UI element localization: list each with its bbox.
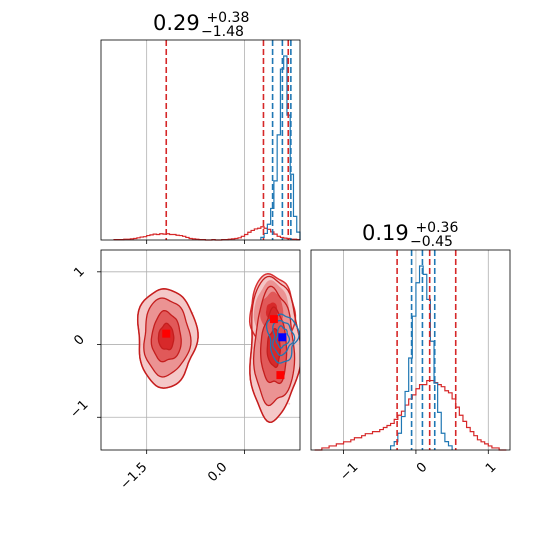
joint-plot-area	[101, 250, 300, 450]
param2-title-lower-text: −0.45	[410, 234, 453, 250]
red-contour-line-right-2	[259, 306, 288, 385]
tick-label-y2-2: 1	[71, 264, 87, 280]
param1-title-lower: −1.48	[201, 24, 244, 40]
red-marker-1	[269, 315, 278, 324]
joint-param1-param2-panel	[97, 249, 301, 454]
blue-contour-line-0	[265, 313, 300, 364]
param2-y-tick-labels: −1 0 1	[67, 264, 91, 421]
param1-title-lower-text: −1.48	[201, 24, 244, 40]
blue-contour-line-1	[272, 319, 296, 357]
tick-label-y2-0: −1	[67, 397, 91, 421]
param1-x-tick-labels: −1.5 0.0	[118, 460, 231, 493]
param1-title: 0.29 +0.38	[153, 10, 249, 35]
tick-label-x1-0: −1.5	[118, 460, 151, 493]
red-contour-line-right-0	[249, 275, 300, 423]
hist-param2-series-red	[314, 379, 507, 451]
red-contour-line-left-1	[143, 297, 192, 378]
param2-x-tick-labels: −1 0 1	[337, 460, 499, 484]
param2-title: 0.19 +0.36	[362, 220, 458, 245]
param2-title-median: 0.19	[362, 221, 409, 245]
tick-label-x2-1: 0	[414, 460, 430, 476]
blue-contour-line-2	[275, 325, 291, 349]
scatter-point	[288, 402, 291, 405]
blue-marker-0	[278, 333, 287, 342]
hist-param2-panel	[310, 249, 511, 454]
param2-title-lower: −0.45	[410, 234, 453, 250]
param2-title-upper: +0.36	[415, 220, 458, 236]
tick-label-x2-0: −1	[337, 460, 361, 484]
hist-param2-frame	[310, 249, 511, 451]
hist-param2-series-blue	[390, 265, 453, 450]
red-contour-line-left-3	[157, 322, 175, 351]
hist-param1-panel	[100, 39, 301, 244]
hist-param1-frame	[100, 39, 301, 241]
red-contour-line-right-1	[252, 285, 296, 407]
tick-label-y2-1: 0	[71, 332, 87, 348]
red-contour-line-left-2	[150, 309, 182, 363]
param1-title-median: 0.29	[153, 11, 200, 35]
hist-param1-series-blue	[260, 55, 301, 240]
tick-label-x1-1: 0.0	[205, 460, 230, 485]
red-marker-2	[276, 371, 285, 380]
red-marker-0	[162, 329, 171, 338]
joint-frame	[100, 249, 301, 451]
tick-label-x2-2: 1	[483, 460, 499, 476]
param1-title-upper: +0.38	[206, 10, 249, 26]
red-contour-line-left-0	[137, 288, 199, 389]
